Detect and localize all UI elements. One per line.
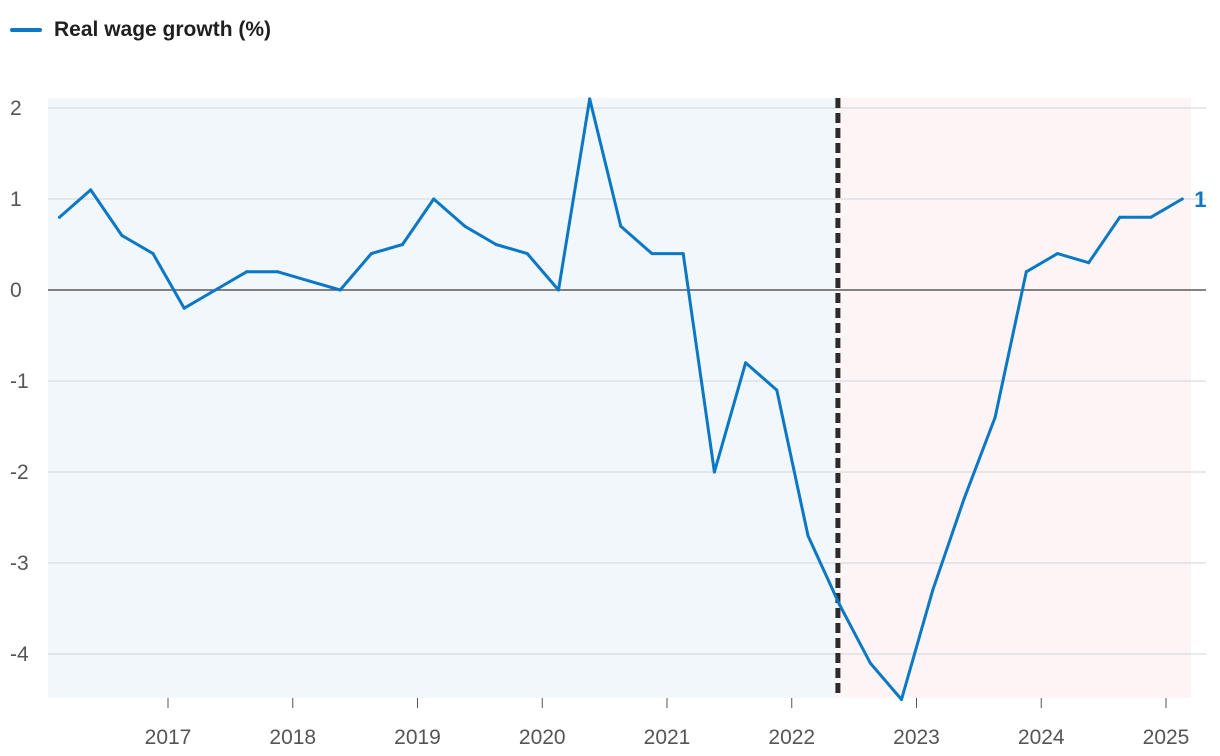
data-point [1055, 252, 1059, 256]
x-axis: 2017 2018 2019 2020 2021 2022 2023 2024 2025 [145, 698, 1190, 749]
data-point [213, 288, 217, 292]
y-tick-label: -2 [10, 461, 29, 484]
x-tick-label: 2022 [768, 726, 815, 749]
data-point [494, 243, 498, 246]
data-point [1118, 215, 1122, 219]
data-point [57, 215, 61, 219]
x-tick-label: 2018 [269, 726, 316, 749]
data-point [463, 224, 467, 228]
data-point [1149, 215, 1153, 219]
y-tick-label: 0 [10, 279, 22, 302]
gridlines [48, 107, 1206, 655]
data-point [338, 288, 342, 292]
data-point [401, 243, 405, 246]
data-point [1024, 270, 1028, 274]
data-point [525, 252, 529, 256]
data-point [744, 361, 748, 365]
data-point [619, 224, 623, 228]
y-tick-label: 1 [10, 188, 22, 211]
data-point [1180, 197, 1184, 201]
data-point [837, 602, 841, 606]
shaded-regions [48, 98, 1191, 698]
data-point [556, 288, 560, 292]
data-point [806, 534, 810, 538]
data-point [369, 252, 373, 256]
data-point [931, 588, 935, 592]
x-tick-label: 2023 [893, 726, 940, 749]
y-axis-tick-labels: 2 1 0 -1 -2 -3 -4 [10, 97, 29, 666]
data-point [868, 661, 872, 665]
x-tick-label: 2017 [145, 726, 192, 749]
data-point [151, 252, 155, 256]
legend-label: Real wage growth (%) [54, 18, 272, 41]
x-tick-label: 2021 [644, 726, 691, 749]
data-point [962, 497, 966, 501]
x-tick-label: 2025 [1143, 726, 1190, 749]
data-point [588, 97, 592, 101]
series-group: 1 [57, 97, 1206, 701]
data-point [432, 197, 436, 201]
legend-swatch [10, 28, 42, 32]
legend: Real wage growth (%) [10, 14, 271, 46]
data-point [993, 415, 997, 419]
data-point [276, 270, 280, 274]
data-point [307, 279, 311, 283]
data-point [650, 252, 654, 256]
data-point [900, 698, 904, 701]
data-point [681, 252, 685, 256]
data-point [89, 188, 93, 192]
data-point [712, 470, 716, 474]
end-value-label: 1 [1194, 187, 1206, 212]
x-tick-label: 2019 [394, 726, 441, 749]
y-tick-label: 2 [10, 97, 22, 120]
shade-region-before [48, 98, 838, 698]
y-tick-label: -1 [10, 370, 29, 393]
data-point [1087, 261, 1091, 265]
x-tick-label: 2020 [519, 726, 566, 749]
data-point [775, 388, 779, 392]
y-tick-label: -3 [10, 552, 29, 575]
shade-region-after [837, 98, 1191, 698]
data-point [245, 270, 249, 274]
x-tick-label: 2024 [1018, 726, 1065, 749]
data-point [120, 233, 124, 237]
data-point [182, 306, 186, 310]
y-tick-label: -4 [10, 643, 29, 666]
